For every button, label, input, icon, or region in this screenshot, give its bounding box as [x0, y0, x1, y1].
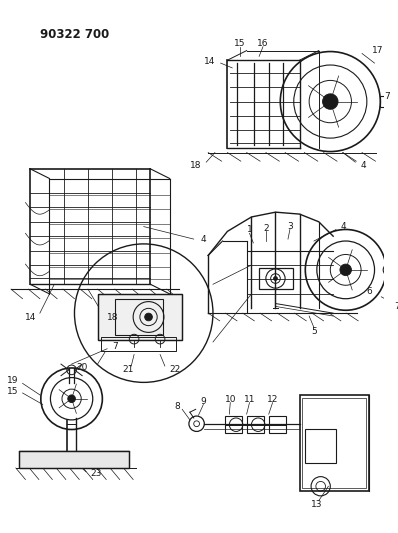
Bar — [98, 294, 182, 340]
Text: 3: 3 — [287, 222, 293, 231]
Text: 7: 7 — [384, 92, 390, 101]
Text: 9: 9 — [201, 397, 206, 406]
Text: 22: 22 — [170, 366, 181, 374]
Text: 18: 18 — [107, 313, 119, 322]
Bar — [19, 451, 129, 468]
Text: 90322 700: 90322 700 — [40, 28, 109, 41]
Text: 4: 4 — [341, 222, 347, 231]
Text: 20: 20 — [76, 364, 88, 373]
Circle shape — [273, 277, 277, 280]
Bar — [19, 451, 129, 468]
Text: 18: 18 — [190, 161, 201, 171]
Text: 14: 14 — [203, 56, 215, 66]
Bar — [98, 294, 182, 340]
Bar — [101, 337, 176, 351]
Bar — [247, 416, 264, 433]
Circle shape — [340, 264, 351, 276]
Text: 7: 7 — [112, 342, 118, 351]
Circle shape — [145, 313, 152, 321]
Circle shape — [323, 94, 338, 109]
Text: 15: 15 — [234, 39, 246, 49]
Bar — [380, 96, 388, 107]
Text: 11: 11 — [244, 395, 255, 404]
Bar — [115, 298, 163, 335]
Bar — [305, 429, 336, 463]
Text: 2: 2 — [263, 224, 269, 233]
Bar — [269, 416, 286, 433]
Text: 1: 1 — [247, 225, 252, 234]
Bar — [302, 398, 366, 488]
Bar — [224, 416, 242, 433]
Text: 16: 16 — [257, 39, 269, 49]
Circle shape — [68, 395, 76, 402]
Text: 23: 23 — [90, 469, 101, 478]
Text: 10: 10 — [224, 395, 236, 404]
Text: 15: 15 — [7, 386, 19, 395]
Text: 13: 13 — [311, 500, 323, 509]
Text: 7: 7 — [394, 302, 398, 311]
Text: 12: 12 — [267, 395, 278, 404]
Text: 21: 21 — [123, 366, 134, 374]
Text: 4: 4 — [201, 235, 206, 244]
Text: 4: 4 — [360, 160, 366, 169]
Text: 6: 6 — [367, 287, 373, 296]
Bar — [300, 395, 369, 491]
Text: 17: 17 — [372, 46, 383, 55]
Bar — [259, 268, 293, 289]
Text: 8: 8 — [174, 402, 180, 411]
Text: 5: 5 — [311, 327, 317, 336]
Text: 19: 19 — [7, 376, 19, 385]
Text: 14: 14 — [25, 313, 36, 322]
